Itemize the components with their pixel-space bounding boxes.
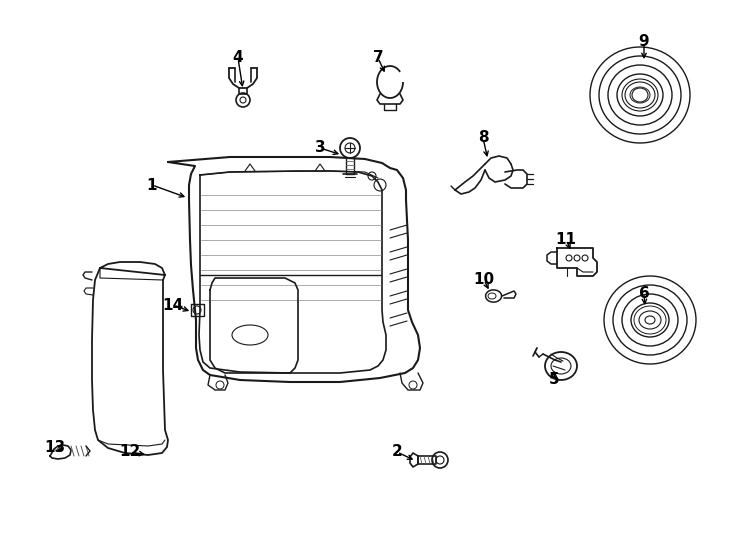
Text: 6: 6 — [639, 286, 650, 300]
Text: 9: 9 — [639, 35, 650, 50]
Text: 5: 5 — [549, 373, 559, 388]
Text: 4: 4 — [233, 51, 243, 65]
Text: 14: 14 — [162, 298, 184, 313]
Text: 10: 10 — [473, 273, 495, 287]
Text: 1: 1 — [147, 178, 157, 192]
Text: 12: 12 — [120, 444, 141, 460]
Text: 11: 11 — [556, 233, 576, 247]
Text: 7: 7 — [373, 51, 383, 65]
Text: 2: 2 — [392, 444, 402, 460]
Text: 8: 8 — [478, 131, 488, 145]
Text: 13: 13 — [45, 441, 65, 456]
Text: 3: 3 — [315, 140, 325, 156]
